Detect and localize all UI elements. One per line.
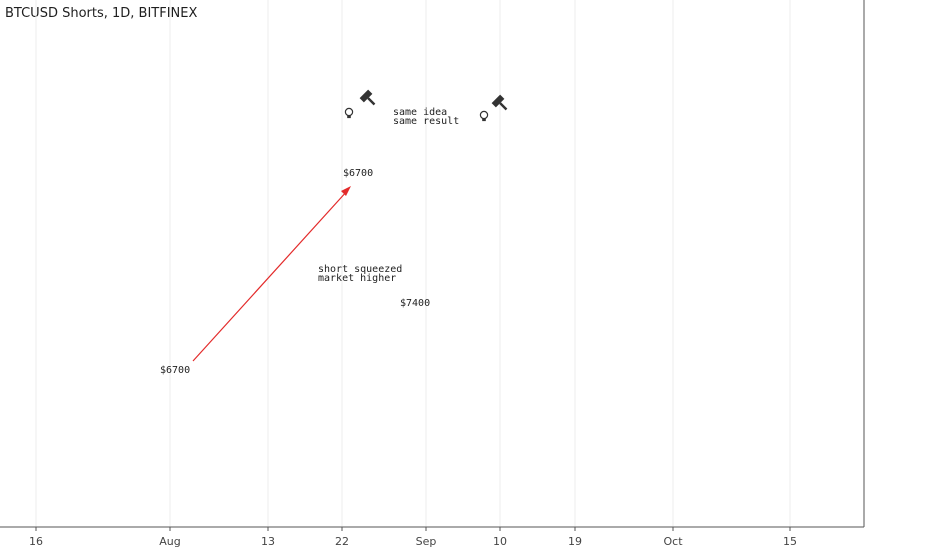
time-tick-label: Aug [159,535,180,548]
annotation-label: $7400 [400,298,430,309]
annotation-label: short squeezed [318,264,402,275]
lightbulb-icon [479,110,489,120]
time-tick-label: Sep [416,535,437,548]
time-tick-label: 16 [29,535,43,548]
annotation-label: same result [393,116,459,127]
arrow-head [341,186,351,196]
annotation-label: $6700 [160,365,190,376]
annotation-label: market higher [318,273,396,284]
time-tick-label: 15 [783,535,797,548]
annotation-label: same idea [393,107,447,118]
time-tick-label: 19 [568,535,582,548]
arrow-line [192,189,349,362]
time-tick-label: Oct [663,535,683,548]
lightbulb-icon [344,107,354,117]
lightbulb-icon [482,118,486,122]
annotation-label: $6700 [343,168,373,179]
time-tick-label: 13 [261,535,275,548]
gavel-icon [491,94,508,111]
time-tick-label: 10 [493,535,507,548]
time-tick-label: 22 [335,535,349,548]
lightbulb-icon [347,115,351,119]
gavel-icon [359,89,376,106]
chart-title: BTCUSD Shorts, 1D, BITFINEX [5,6,198,21]
